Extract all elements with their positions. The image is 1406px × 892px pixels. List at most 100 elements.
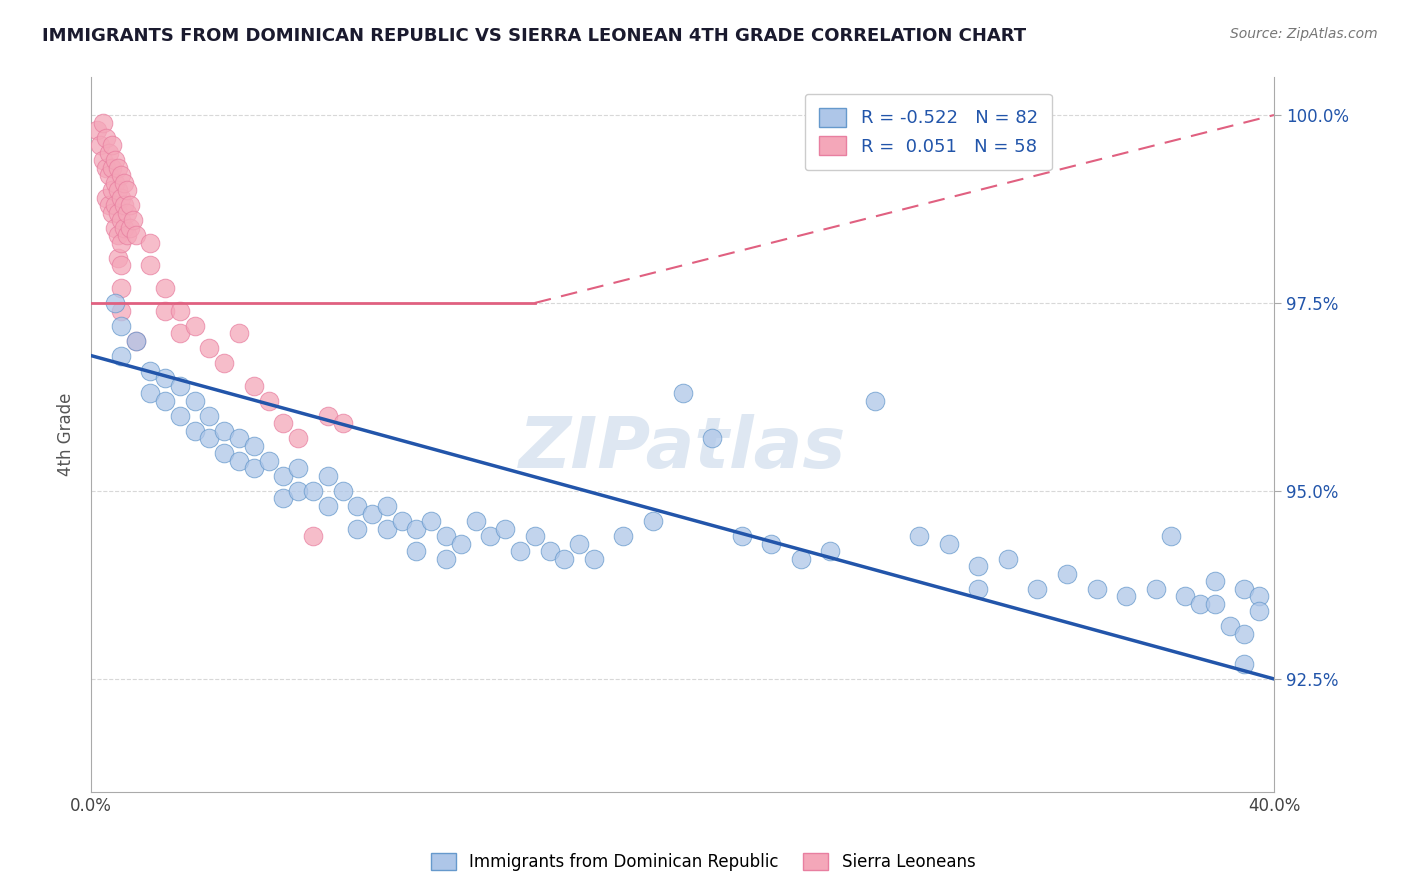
Text: IMMIGRANTS FROM DOMINICAN REPUBLIC VS SIERRA LEONEAN 4TH GRADE CORRELATION CHART: IMMIGRANTS FROM DOMINICAN REPUBLIC VS SI…: [42, 27, 1026, 45]
Point: [169, 326, 191, 340]
Point: [243, 461, 266, 475]
Point: [110, 213, 132, 227]
Point: [568, 536, 591, 550]
Point: [104, 220, 127, 235]
Point: [391, 514, 413, 528]
Point: [863, 393, 886, 408]
Point: [1249, 604, 1271, 618]
Point: [104, 296, 127, 310]
Point: [332, 417, 354, 431]
Point: [273, 469, 295, 483]
Point: [183, 393, 205, 408]
Point: [115, 206, 138, 220]
Point: [302, 529, 325, 543]
Point: [104, 153, 127, 168]
Point: [139, 364, 162, 378]
Point: [1219, 619, 1241, 633]
Point: [94, 130, 117, 145]
Point: [1249, 589, 1271, 603]
Point: [405, 544, 427, 558]
Point: [110, 259, 132, 273]
Point: [243, 378, 266, 392]
Point: [316, 409, 339, 423]
Point: [287, 483, 309, 498]
Point: [1233, 657, 1256, 671]
Point: [139, 235, 162, 250]
Point: [1174, 589, 1197, 603]
Point: [820, 544, 842, 558]
Point: [110, 303, 132, 318]
Point: [582, 551, 605, 566]
Point: [257, 393, 280, 408]
Point: [997, 551, 1019, 566]
Point: [107, 228, 129, 243]
Point: [121, 213, 143, 227]
Point: [183, 318, 205, 333]
Point: [641, 514, 664, 528]
Point: [107, 206, 129, 220]
Point: [101, 161, 124, 175]
Point: [967, 582, 990, 596]
Point: [110, 235, 132, 250]
Point: [112, 198, 135, 212]
Point: [212, 356, 235, 370]
Point: [228, 326, 250, 340]
Point: [450, 536, 472, 550]
Point: [538, 544, 561, 558]
Point: [110, 281, 132, 295]
Point: [509, 544, 531, 558]
Point: [361, 507, 384, 521]
Point: [332, 483, 354, 498]
Point: [153, 371, 176, 385]
Point: [124, 228, 146, 243]
Point: [115, 183, 138, 197]
Point: [169, 303, 191, 318]
Point: [101, 206, 124, 220]
Point: [346, 499, 368, 513]
Text: ZIPatlas: ZIPatlas: [519, 415, 846, 483]
Point: [273, 417, 295, 431]
Point: [107, 183, 129, 197]
Point: [1204, 574, 1226, 589]
Text: Source: ZipAtlas.com: Source: ZipAtlas.com: [1230, 27, 1378, 41]
Point: [1160, 529, 1182, 543]
Point: [790, 551, 813, 566]
Point: [124, 334, 146, 348]
Point: [112, 176, 135, 190]
Point: [1233, 627, 1256, 641]
Point: [139, 386, 162, 401]
Legend: Immigrants from Dominican Republic, Sierra Leoneans: Immigrants from Dominican Republic, Sier…: [422, 845, 984, 880]
Point: [153, 393, 176, 408]
Point: [908, 529, 931, 543]
Y-axis label: 4th Grade: 4th Grade: [58, 392, 75, 476]
Point: [91, 153, 114, 168]
Point: [1056, 566, 1078, 581]
Point: [287, 431, 309, 445]
Point: [479, 529, 502, 543]
Point: [434, 529, 457, 543]
Point: [107, 161, 129, 175]
Point: [302, 483, 325, 498]
Point: [115, 228, 138, 243]
Point: [107, 251, 129, 265]
Point: [1204, 597, 1226, 611]
Point: [1189, 597, 1212, 611]
Point: [346, 522, 368, 536]
Point: [198, 409, 221, 423]
Point: [671, 386, 693, 401]
Point: [1085, 582, 1108, 596]
Point: [523, 529, 546, 543]
Point: [612, 529, 634, 543]
Point: [97, 145, 120, 160]
Point: [183, 424, 205, 438]
Point: [101, 183, 124, 197]
Point: [243, 439, 266, 453]
Point: [97, 198, 120, 212]
Point: [938, 536, 960, 550]
Point: [212, 424, 235, 438]
Point: [97, 168, 120, 182]
Point: [464, 514, 486, 528]
Point: [316, 499, 339, 513]
Point: [494, 522, 516, 536]
Point: [110, 318, 132, 333]
